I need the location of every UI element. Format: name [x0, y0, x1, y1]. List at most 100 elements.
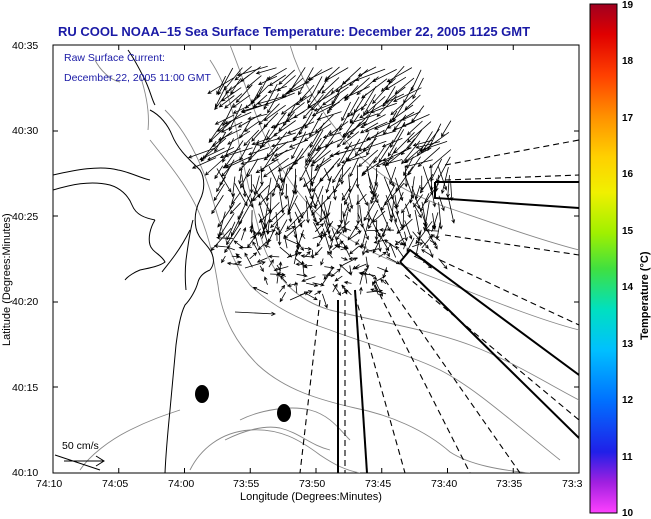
current-vector: [390, 94, 414, 116]
current-vector: [363, 271, 368, 284]
current-vector: [271, 175, 280, 198]
current-vector: [387, 129, 405, 157]
current-vector: [249, 252, 258, 260]
x-tick-label: 73:45: [365, 478, 391, 490]
figure-title: RU COOL NOAA–15 Sea Surface Temperature:…: [58, 24, 530, 39]
x-tick-label: 73:40: [431, 478, 457, 490]
x-axis: 74:10 74:05 74:00 73:55 73:50 73:45 73:4…: [36, 45, 583, 490]
current-vector: [216, 235, 234, 240]
current-vector: [390, 201, 395, 220]
current-vector: [204, 156, 226, 176]
current-vector: [307, 93, 333, 109]
current-vector: [385, 194, 397, 223]
current-vector: [221, 87, 242, 102]
current-vector: [304, 246, 313, 251]
colorbar-label: Temperature (°C): [639, 251, 651, 340]
colorbar-tick-label: 16: [622, 169, 634, 180]
current-vector: [224, 93, 243, 109]
current-vector: [420, 258, 432, 269]
current-vector: [199, 147, 225, 161]
current-vector: [314, 246, 323, 256]
current-vector: [249, 174, 254, 194]
colorbar-tick-label: 11: [622, 452, 633, 463]
current-vector: [214, 165, 224, 180]
map-frame: [52, 44, 580, 474]
current-vector: [257, 75, 278, 85]
current-vector: [224, 147, 253, 158]
current-vector: [293, 231, 298, 239]
current-vector: [217, 203, 235, 228]
current-vector: [337, 141, 353, 168]
current-vector: [279, 246, 293, 258]
current-vector: [342, 120, 367, 137]
current-vector: [320, 258, 324, 266]
current-vector: [308, 165, 313, 193]
scale-arrow: [64, 455, 105, 467]
current-vector: [365, 130, 397, 141]
current-vector: [261, 132, 278, 148]
current-vector: [341, 257, 349, 261]
current-vector: [414, 185, 421, 201]
current-vector: [208, 120, 232, 143]
y-tick-label: 40:15: [12, 382, 38, 394]
current-vector: [300, 254, 315, 258]
current-vector: [383, 183, 405, 206]
current-vector: [240, 156, 268, 165]
current-vector: [235, 84, 253, 103]
current-vector: [341, 192, 351, 213]
colorbar-tick-label: 13: [622, 339, 634, 350]
current-vector: [441, 167, 449, 195]
current-vector: [253, 175, 260, 196]
current-vector: [372, 228, 387, 254]
current-vector: [220, 121, 243, 133]
current-vector: [286, 251, 303, 258]
current-vector: [256, 257, 268, 263]
y-tick-label: 40:35: [12, 40, 38, 52]
current-vector: [447, 195, 456, 224]
current-vector: [314, 114, 334, 134]
current-vector: [314, 158, 332, 171]
current-vector: [396, 218, 413, 235]
current-vector: [225, 246, 235, 251]
current-vector: [238, 245, 252, 250]
current-vector: [332, 283, 338, 293]
current-vector: [305, 147, 317, 167]
current-vector: [211, 194, 224, 215]
current-vector: [251, 123, 269, 142]
current-vector: [335, 231, 342, 241]
current-vector: [389, 242, 397, 258]
current-vector: [283, 234, 288, 249]
current-vector: [258, 183, 280, 206]
current-vector: [210, 227, 232, 252]
current-vector: [231, 192, 241, 205]
current-vector: [406, 120, 423, 136]
current-vector: [438, 202, 443, 230]
current-vector: [354, 225, 361, 232]
current-vector: [384, 165, 395, 187]
current-vector: [341, 284, 352, 296]
current-vector: [348, 265, 353, 276]
current-vector: [381, 137, 403, 148]
current-vector: [225, 74, 250, 94]
current-vector: [342, 257, 358, 266]
colorbar-tick-label: 15: [622, 226, 634, 237]
current-vector: [247, 113, 268, 121]
current-vector: [314, 290, 322, 295]
current-vector: [326, 250, 333, 259]
current-vector: [187, 147, 216, 159]
current-vector: [314, 185, 324, 208]
current-vector: [267, 85, 287, 94]
current-vector: [252, 241, 261, 256]
current-vector: [265, 177, 272, 202]
current-vector: [239, 141, 251, 161]
current-vector: [314, 222, 324, 233]
current-vector: [412, 242, 424, 248]
current-vector: [306, 282, 319, 287]
current-vector: [342, 131, 360, 146]
current-vector: [287, 195, 298, 216]
current-vector: [216, 176, 226, 193]
current-vector: [321, 86, 349, 106]
current-vector: [263, 104, 286, 122]
current-vector: [307, 129, 324, 157]
current-vector: [301, 260, 305, 276]
